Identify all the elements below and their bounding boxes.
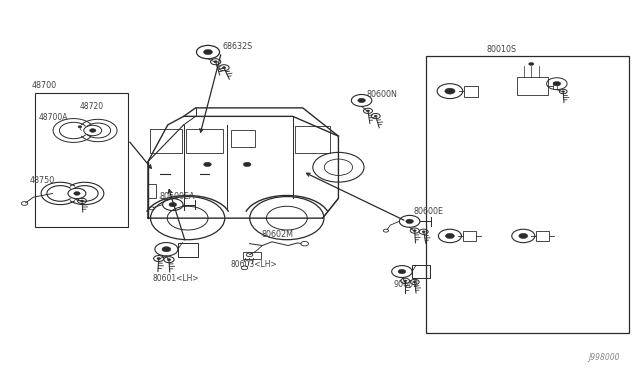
- Bar: [426, 56, 629, 333]
- Circle shape: [367, 110, 369, 112]
- Circle shape: [222, 67, 226, 69]
- Bar: [150, 129, 182, 153]
- Text: 90602: 90602: [394, 280, 419, 289]
- Circle shape: [204, 49, 212, 55]
- Circle shape: [157, 257, 161, 260]
- Circle shape: [404, 280, 406, 282]
- Text: 80600N: 80600N: [367, 90, 397, 99]
- Circle shape: [78, 126, 82, 128]
- Text: 48720: 48720: [80, 102, 104, 110]
- Bar: [517, 77, 548, 95]
- Bar: [148, 184, 156, 198]
- Circle shape: [529, 62, 534, 65]
- Circle shape: [398, 269, 406, 274]
- Circle shape: [204, 162, 211, 167]
- Circle shape: [445, 233, 454, 238]
- Bar: [553, 82, 557, 89]
- Text: 80600E: 80600E: [413, 207, 444, 216]
- Circle shape: [90, 129, 96, 132]
- Text: 80602M: 80602M: [261, 230, 293, 239]
- Text: 68632S: 68632S: [223, 42, 253, 51]
- Circle shape: [406, 219, 413, 224]
- Circle shape: [553, 81, 561, 86]
- Circle shape: [214, 61, 218, 63]
- Text: 48700: 48700: [32, 81, 57, 90]
- Bar: [464, 86, 478, 97]
- Circle shape: [162, 247, 171, 252]
- Bar: [295, 126, 330, 153]
- Text: 80601<LH>: 80601<LH>: [152, 274, 199, 283]
- Circle shape: [358, 98, 365, 103]
- Bar: [463, 231, 476, 241]
- Circle shape: [167, 259, 171, 261]
- Circle shape: [413, 230, 416, 231]
- Circle shape: [562, 91, 564, 92]
- Text: J998000: J998000: [588, 353, 620, 362]
- Bar: [35, 93, 128, 227]
- Circle shape: [413, 281, 416, 283]
- Circle shape: [519, 233, 528, 238]
- Bar: [186, 129, 223, 153]
- Circle shape: [422, 231, 425, 232]
- Circle shape: [169, 202, 177, 207]
- Bar: [231, 131, 255, 147]
- Bar: [536, 231, 549, 241]
- Text: 48750: 48750: [30, 176, 55, 185]
- Circle shape: [81, 200, 84, 202]
- Circle shape: [243, 162, 251, 167]
- Text: 80600EA: 80600EA: [160, 192, 195, 201]
- Text: 80010S: 80010S: [486, 45, 516, 54]
- Bar: [178, 243, 198, 257]
- Circle shape: [74, 192, 80, 195]
- Bar: [412, 265, 430, 278]
- Circle shape: [374, 115, 377, 117]
- Text: 80603<LH>: 80603<LH>: [230, 260, 277, 269]
- Bar: [243, 252, 261, 259]
- Text: 48700A: 48700A: [38, 113, 68, 122]
- Circle shape: [445, 88, 455, 94]
